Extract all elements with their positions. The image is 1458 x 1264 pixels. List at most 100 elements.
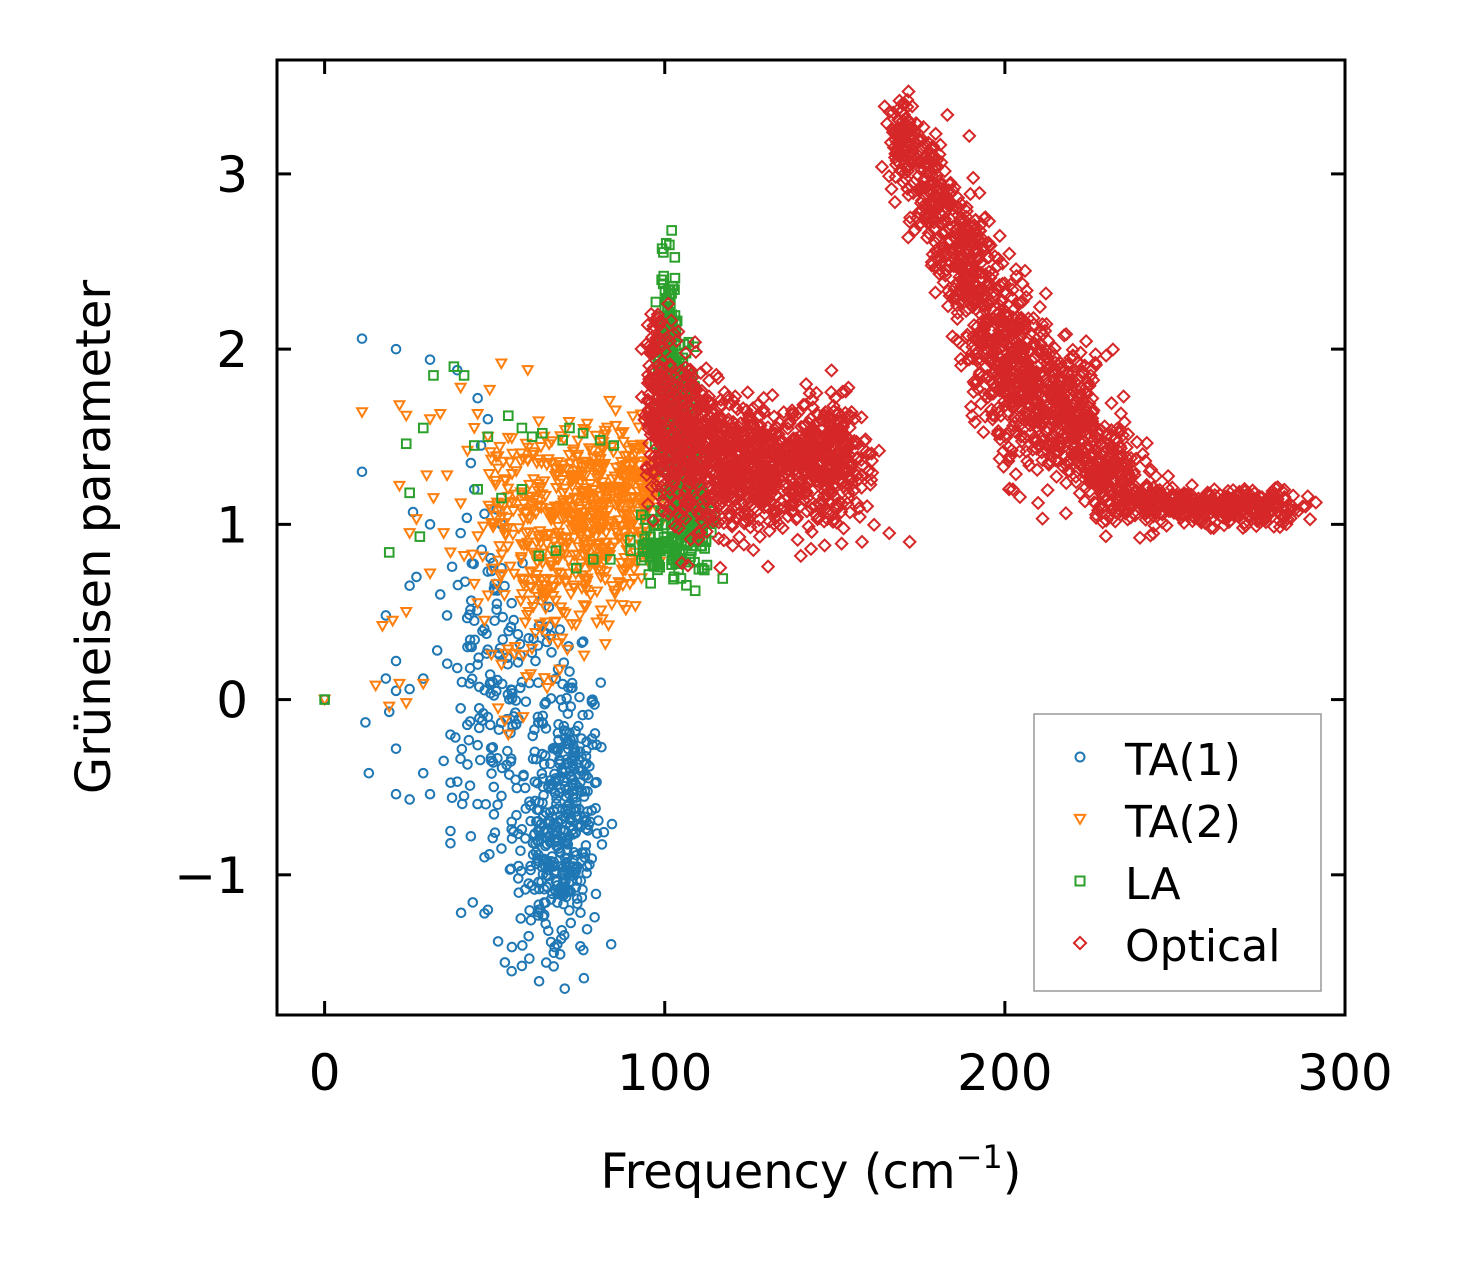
data-point-ta2 bbox=[436, 528, 451, 540]
data-point-ta2 bbox=[544, 457, 559, 470]
data-point-optical bbox=[746, 446, 762, 461]
data-point-ta2 bbox=[566, 446, 580, 459]
data-point-ta2 bbox=[594, 565, 609, 578]
data-point-optical bbox=[689, 463, 704, 478]
data-point-optical bbox=[646, 466, 661, 482]
data-point-optical bbox=[1065, 342, 1081, 358]
data-point-optical bbox=[1105, 472, 1121, 487]
data-point-optical bbox=[1024, 352, 1039, 368]
data-point-ta2 bbox=[454, 382, 468, 395]
data-point-ta1 bbox=[525, 815, 536, 827]
data-point-optical bbox=[1143, 462, 1159, 477]
data-point-optical bbox=[1230, 508, 1245, 524]
data-point-optical bbox=[1034, 406, 1050, 422]
data-point-ta2 bbox=[519, 507, 533, 519]
data-point-optical bbox=[1148, 498, 1164, 513]
data-point-ta1 bbox=[581, 923, 593, 935]
data-point-optical bbox=[882, 104, 897, 120]
data-point-optical bbox=[887, 194, 903, 210]
data-point-ta1 bbox=[356, 466, 368, 478]
data-point-ta2 bbox=[471, 409, 485, 421]
data-point-optical bbox=[1038, 286, 1054, 301]
data-point-optical bbox=[1008, 466, 1024, 482]
data-point-optical bbox=[887, 150, 903, 165]
data-point-optical bbox=[1268, 481, 1283, 496]
data-point-optical bbox=[712, 410, 727, 425]
data-point-optical bbox=[1028, 338, 1043, 354]
data-point-ta1 bbox=[533, 899, 545, 910]
data-point-optical bbox=[1203, 505, 1219, 520]
data-point-ta1 bbox=[525, 860, 536, 872]
data-point-ta1 bbox=[479, 851, 490, 863]
data-point-ta1 bbox=[497, 634, 509, 645]
data-point-optical bbox=[1017, 429, 1032, 445]
data-point-ta1 bbox=[558, 889, 570, 901]
data-point-ta2 bbox=[491, 555, 506, 568]
data-point-la bbox=[557, 434, 569, 446]
data-point-ta2 bbox=[555, 633, 569, 646]
data-point-ta2 bbox=[537, 673, 551, 685]
data-point-optical bbox=[768, 511, 783, 526]
data-point-ta1 bbox=[506, 965, 517, 977]
data-point-ta1 bbox=[517, 940, 528, 951]
data-point-optical bbox=[1298, 499, 1313, 514]
data-point-ta2 bbox=[594, 605, 608, 618]
data-point-ta1 bbox=[537, 854, 549, 866]
data-point-optical bbox=[663, 313, 679, 328]
data-point-ta1 bbox=[479, 508, 490, 520]
data-point-optical bbox=[641, 421, 656, 437]
data-point-ta1 bbox=[564, 666, 575, 677]
data-point-optical bbox=[1047, 340, 1062, 356]
data-point-optical bbox=[729, 501, 745, 516]
data-point-optical bbox=[888, 157, 904, 172]
data-point-optical bbox=[1026, 310, 1041, 326]
data-point-optical bbox=[1072, 457, 1087, 472]
data-point-optical bbox=[1277, 510, 1292, 525]
data-point-la bbox=[414, 531, 426, 542]
data-point-optical bbox=[1052, 422, 1068, 437]
data-point-optical bbox=[939, 192, 954, 207]
data-point-ta1 bbox=[511, 782, 523, 794]
data-point-optical bbox=[1049, 469, 1064, 484]
data-point-optical bbox=[924, 168, 940, 184]
data-point-ta2 bbox=[495, 549, 509, 562]
data-point-optical bbox=[892, 128, 908, 143]
data-point-ta2 bbox=[491, 463, 505, 476]
data-point-ta2 bbox=[419, 470, 434, 483]
data-point-optical bbox=[946, 291, 961, 306]
data-point-ta2 bbox=[622, 500, 637, 513]
data-point-ta1 bbox=[441, 610, 453, 621]
data-point-optical bbox=[928, 285, 943, 300]
data-point-ta2 bbox=[567, 583, 581, 595]
data-point-ta1 bbox=[472, 659, 483, 670]
data-point-la bbox=[666, 559, 677, 570]
data-point-optical bbox=[645, 377, 660, 392]
data-point-optical bbox=[738, 476, 754, 492]
data-point-optical bbox=[1001, 330, 1017, 345]
data-point-ta1 bbox=[488, 690, 500, 701]
data-point-optical bbox=[1022, 398, 1038, 413]
data-point-optical bbox=[693, 365, 708, 381]
data-point-ta1 bbox=[581, 861, 593, 872]
data-point-ta1 bbox=[578, 972, 590, 984]
data-point-ta2 bbox=[611, 533, 626, 545]
data-point-optical bbox=[1038, 347, 1053, 362]
data-point-optical bbox=[1068, 445, 1084, 461]
data-point-optical bbox=[709, 367, 724, 383]
data-point-optical bbox=[643, 346, 659, 362]
data-point-optical bbox=[1050, 393, 1065, 408]
data-point-optical bbox=[1082, 484, 1097, 499]
data-point-ta2 bbox=[615, 564, 629, 577]
data-point-optical bbox=[736, 537, 752, 552]
data-point-optical bbox=[1069, 424, 1085, 439]
data-point-la bbox=[482, 431, 494, 443]
data-point-ta1 bbox=[525, 864, 536, 876]
data-point-ta1 bbox=[513, 860, 524, 872]
data-point-ta2 bbox=[583, 589, 598, 602]
data-point-ta2 bbox=[519, 672, 534, 684]
data-point-optical bbox=[884, 181, 899, 197]
data-point-ta1 bbox=[496, 843, 507, 854]
data-point-ta2 bbox=[572, 523, 587, 535]
data-point-optical bbox=[1032, 299, 1048, 315]
data-point-optical bbox=[1159, 518, 1174, 533]
